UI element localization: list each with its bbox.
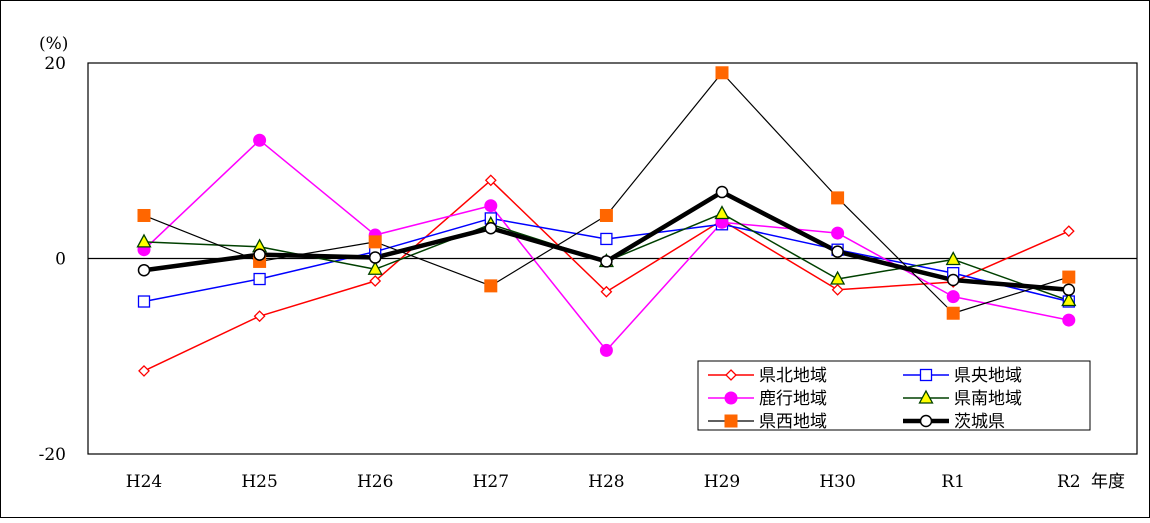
data-point — [1062, 270, 1076, 284]
legend-box — [697, 360, 1091, 431]
x-tick-label: H29 — [704, 472, 740, 492]
data-point — [599, 343, 613, 357]
y-axis-label: (%) — [39, 34, 68, 54]
x-tick-label: H28 — [588, 472, 624, 492]
data-point — [600, 285, 613, 298]
data-point — [1062, 225, 1075, 238]
data-point — [1062, 283, 1076, 297]
x-tick-label: H27 — [473, 472, 509, 492]
data-point — [484, 199, 498, 213]
data-point — [725, 369, 737, 381]
data-point — [253, 248, 266, 261]
data-point — [253, 272, 266, 286]
y-tick-label: 20 — [44, 54, 66, 74]
y-tick-label: -20 — [39, 445, 66, 465]
data-point — [367, 260, 383, 275]
data-point — [1062, 313, 1076, 327]
x-tick-label: H30 — [819, 472, 855, 492]
legend-label: 県北地域 — [759, 366, 827, 386]
data-point — [136, 233, 152, 248]
data-point — [918, 389, 934, 404]
data-point — [919, 368, 933, 382]
legend-label: 県南地域 — [954, 389, 1022, 409]
x-tick-label: H24 — [126, 472, 162, 492]
data-point — [484, 221, 498, 235]
data-point — [714, 205, 730, 220]
x-axis-label: 年度 — [1091, 472, 1125, 492]
data-point — [1061, 292, 1077, 307]
data-point — [600, 232, 613, 246]
x-tick-label: H25 — [241, 472, 277, 492]
legend-label: 県央地域 — [954, 366, 1022, 386]
data-point — [137, 263, 151, 277]
legend-label: 茨城県 — [954, 412, 1005, 432]
x-tick-label: H26 — [357, 472, 393, 492]
data-point — [368, 251, 382, 264]
data-point — [946, 273, 960, 287]
data-point — [715, 66, 729, 80]
data-point — [368, 235, 382, 249]
data-point — [946, 290, 960, 304]
data-point — [831, 191, 845, 205]
data-point — [831, 283, 844, 296]
y-tick-label: 0 — [55, 250, 66, 270]
data-point — [919, 414, 933, 428]
data-point — [830, 270, 846, 285]
data-point — [137, 208, 151, 222]
data-point — [945, 251, 961, 266]
data-point — [715, 185, 729, 199]
data-point — [138, 364, 150, 377]
legend-label: 鹿行地域 — [759, 389, 827, 409]
data-point — [253, 310, 266, 323]
legend-label: 県西地域 — [759, 412, 827, 432]
data-point — [484, 279, 498, 293]
data-point — [369, 275, 382, 287]
data-point — [137, 295, 151, 308]
data-point — [724, 391, 738, 405]
data-point — [599, 208, 613, 222]
data-point — [946, 306, 960, 320]
data-point — [831, 226, 845, 240]
data-point — [831, 245, 844, 258]
data-point — [724, 414, 738, 428]
data-point — [484, 174, 497, 187]
data-point — [253, 133, 267, 147]
x-tick-label: R1 — [941, 472, 965, 492]
data-point — [600, 255, 613, 268]
x-tick-label: R2 — [1057, 472, 1081, 492]
